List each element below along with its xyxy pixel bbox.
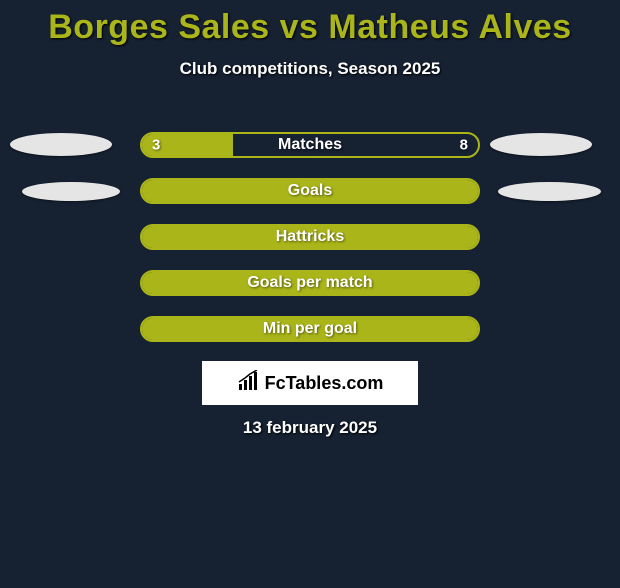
branding-text: FcTables.com	[265, 373, 384, 394]
stat-value-left: 3	[152, 137, 160, 154]
stat-row: Min per goal	[0, 316, 620, 346]
stat-bar: Matches3 8	[140, 132, 480, 158]
stat-row: Matches3 8	[0, 132, 620, 162]
stat-row: Goals per match	[0, 270, 620, 300]
stat-label: Hattricks	[142, 228, 478, 246]
page-title: Borges Sales vs Matheus Alves	[0, 8, 620, 47]
stat-label: Goals per match	[142, 274, 478, 292]
stat-row: Hattricks	[0, 224, 620, 254]
player-right-marker	[490, 133, 592, 156]
stat-bar: Hattricks	[140, 224, 480, 250]
stat-bar: Goals per match	[140, 270, 480, 296]
player-right-marker	[498, 182, 601, 201]
stat-bar: Goals	[140, 178, 480, 204]
player-left-marker	[22, 182, 120, 201]
stat-label: Min per goal	[142, 320, 478, 338]
player-left-marker	[10, 133, 112, 156]
page-subtitle: Club competitions, Season 2025	[0, 59, 620, 79]
stat-bar: Min per goal	[140, 316, 480, 342]
chart-icon	[237, 370, 261, 397]
date-label: 13 february 2025	[0, 418, 620, 438]
stat-row: Goals	[0, 178, 620, 208]
stat-label: Goals	[142, 182, 478, 200]
branding-box: FcTables.com	[202, 361, 418, 405]
stat-value-right: 8	[460, 137, 468, 154]
stat-label: Matches	[142, 136, 478, 154]
